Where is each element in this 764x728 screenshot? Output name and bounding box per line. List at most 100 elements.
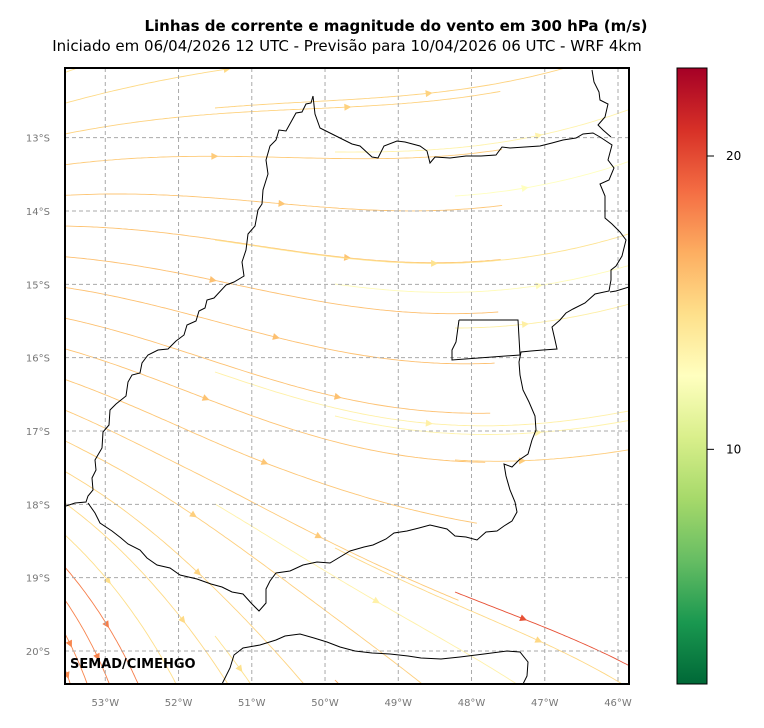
streamline [214,233,629,264]
lat-tick-label: 16°S [26,354,50,365]
streamline [55,706,56,709]
state-boundary-east-tail [609,286,629,293]
gridlines [65,68,629,684]
streamline-arrow [201,394,210,401]
streamline-arrow [65,671,70,680]
streamline-arrow [52,705,60,713]
boundaries-layer [65,69,629,684]
streamline [355,48,434,58]
streamline-arrow [223,68,231,74]
map-subtitle: Iniciado em 06/04/2026 12 UTC - Previsão… [52,37,642,55]
streamline [454,161,629,197]
streamline [454,591,629,667]
streamline [65,440,423,684]
credit-label: SEMAD/CIMEHGO [70,657,196,672]
lat-tick-label: 13°S [26,134,50,145]
streamline-arrow [56,687,65,696]
streamline-arrow [313,50,321,58]
streamline [65,149,503,166]
colorbar [676,67,708,685]
streamline [495,47,542,58]
streamline [65,68,80,73]
streamline-arrow [521,185,529,192]
map-frame [64,67,630,685]
lon-tick-label: 46°W [604,698,632,709]
lon-tick-label: 52°W [165,698,193,709]
streamline-arrow [534,132,543,140]
streamline [425,48,488,58]
streamline-arrow [510,50,518,58]
map-title: Linhas de corrente e magnitude do vento … [144,17,648,35]
lat-tick-label: 15°S [26,280,50,291]
streamline-arrow [396,49,404,57]
streamline-arrow [344,103,352,111]
colorbar-tick-label: 20 [726,149,741,163]
state-boundary-bahia [591,69,612,138]
lon-tick-label: 51°W [238,698,266,709]
streamline-arrow [178,615,186,624]
streamline [75,47,105,58]
streamline [65,193,503,212]
streamline [65,378,477,524]
streamline [65,348,486,463]
streamline [65,287,495,365]
lat-tick-label: 14°S [26,207,50,218]
streamline [65,317,491,414]
longitude-labels: 53°W 52°W 51°W 50°W 49°W 48°W 47°W 46°W [91,698,631,709]
lat-tick-label: 20°S [26,647,50,658]
streamline [65,632,88,684]
colorbar-tick-label: 10 [726,442,741,456]
streamline [565,48,599,59]
streamline [65,68,238,104]
streamline [285,48,368,58]
streamline-arrow [333,392,342,400]
streamline-arrow [431,259,439,267]
streamline [65,256,499,315]
streamline-arrow [344,689,354,699]
streamline-arrow [193,568,202,576]
lon-tick-label: 50°W [311,698,339,709]
streamline [334,415,629,435]
streamline [55,676,61,694]
lon-tick-label: 53°W [91,698,119,709]
lon-tick-label: 47°W [531,698,559,709]
streamline [65,471,305,684]
streamline-arrow [372,596,380,604]
streamline-arrow [65,639,72,648]
streamline [334,547,623,684]
lat-tick-label: 17°S [26,427,50,438]
streamline-arrow [102,620,109,629]
streamline [335,109,629,153]
lat-tick-label: 18°S [26,500,50,511]
streamline-arrow [425,90,433,98]
streamline-arrow [521,321,530,328]
state-boundary-goias-south [87,95,627,612]
streamline [65,534,177,684]
streamline [65,502,229,684]
streamline-arrow [209,275,217,283]
streamline-arrow [534,636,543,643]
streamline-arrow [260,458,269,465]
streamline [65,599,110,684]
streamline [145,48,185,58]
streamline [215,48,275,58]
streamline-arrow [519,614,528,621]
streamline-arrow [343,253,352,261]
streamline-arrow [93,652,100,661]
streamline [214,68,567,109]
state-boundary-minas-south [221,633,529,684]
federal-district-boundary [451,319,521,361]
streamline-arrow [166,47,175,56]
streamline [334,265,629,293]
streamline-arrow [211,152,219,160]
streamline-arrow [582,47,591,56]
streamline [455,303,629,329]
streamline [214,371,629,427]
streamlines-layer [52,47,629,713]
streamline [65,90,501,135]
latitude-labels: 13°S 14°S 15°S 16°S 17°S 18°S 19°S 20°S [26,134,50,658]
streamline [214,635,252,684]
streamline-arrow [425,419,433,427]
streamline [454,449,629,462]
